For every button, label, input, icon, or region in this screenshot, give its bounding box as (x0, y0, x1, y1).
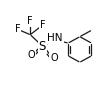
Text: S: S (39, 40, 46, 53)
Text: O: O (27, 50, 35, 60)
Text: F: F (40, 20, 46, 30)
Text: F: F (15, 24, 21, 34)
Text: HN: HN (47, 33, 63, 43)
Text: F: F (27, 16, 33, 26)
Text: O: O (50, 53, 58, 63)
